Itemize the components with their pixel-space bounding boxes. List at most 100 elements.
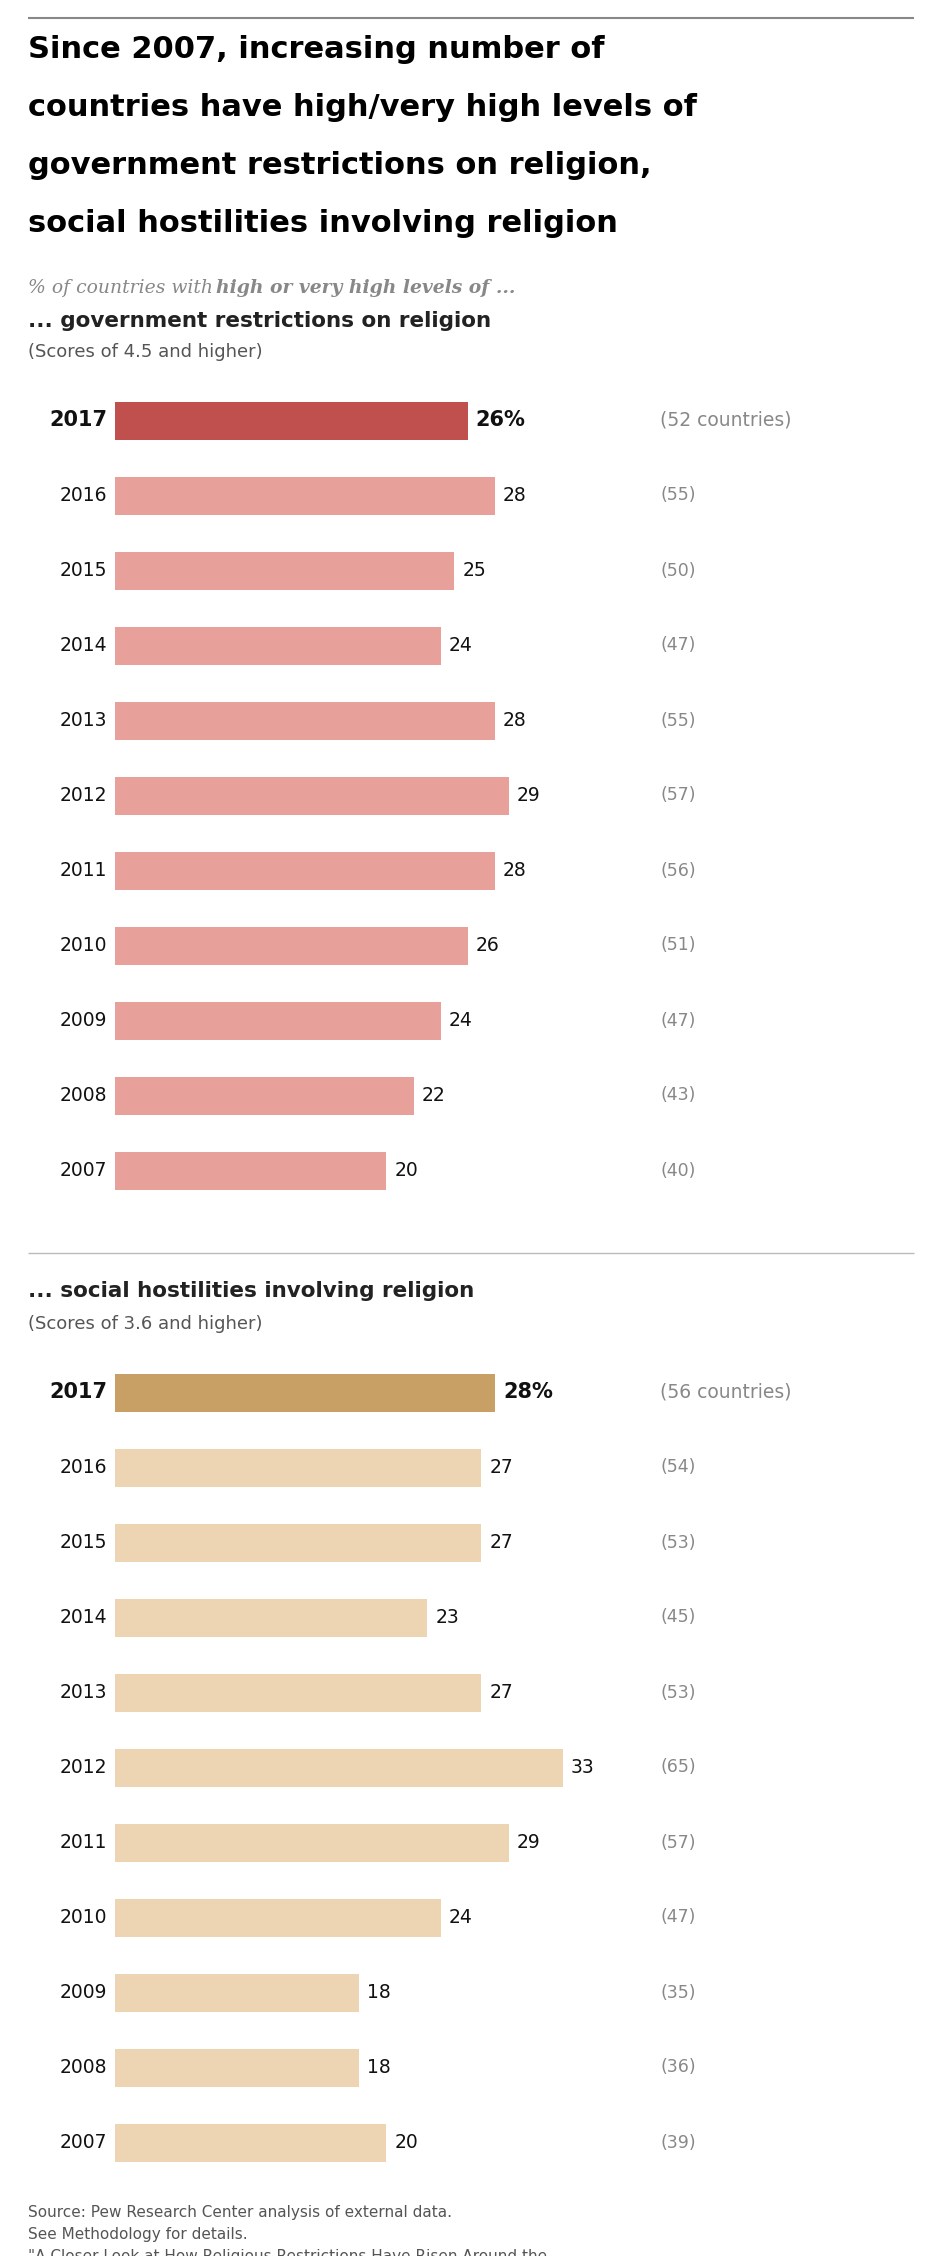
Text: (50): (50) (660, 562, 695, 580)
Bar (115, 1076, 414, 1114)
Text: 2015: 2015 (59, 562, 107, 580)
Text: (56): (56) (660, 862, 695, 880)
Bar (115, 1974, 359, 2012)
Text: 24: 24 (448, 636, 473, 654)
Text: 25: 25 (463, 562, 486, 580)
Text: 18: 18 (367, 2057, 391, 2078)
Text: (36): (36) (660, 2057, 695, 2076)
Text: 22: 22 (422, 1085, 446, 1105)
Text: Since 2007, increasing number of: Since 2007, increasing number of (28, 36, 605, 63)
Text: 2012: 2012 (59, 785, 107, 805)
Text: (65): (65) (660, 1757, 695, 1775)
Bar (115, 476, 495, 514)
Text: 2017: 2017 (49, 411, 107, 431)
Text: 2011: 2011 (59, 1832, 107, 1852)
Bar (115, 702, 495, 740)
Text: 2008: 2008 (59, 1085, 107, 1105)
Bar (115, 1151, 386, 1189)
Text: (57): (57) (660, 787, 695, 805)
Text: 27: 27 (490, 1457, 513, 1478)
Text: 2009: 2009 (59, 1983, 107, 2001)
Text: (51): (51) (660, 936, 695, 954)
Text: (55): (55) (660, 487, 695, 505)
Text: 2016: 2016 (59, 1457, 107, 1478)
Bar (115, 1600, 427, 1636)
Text: 2015: 2015 (59, 1534, 107, 1552)
Text: Source: Pew Research Center analysis of external data.: Source: Pew Research Center analysis of … (28, 2204, 452, 2220)
Bar (115, 851, 495, 889)
Text: (55): (55) (660, 711, 695, 729)
Text: (53): (53) (660, 1683, 695, 1701)
Text: 27: 27 (490, 1683, 513, 1701)
Bar (115, 402, 468, 440)
Text: (57): (57) (660, 1834, 695, 1852)
Text: (47): (47) (660, 1011, 695, 1029)
Text: 2008: 2008 (59, 2057, 107, 2078)
Text: (56 countries): (56 countries) (660, 1383, 791, 1401)
Text: (43): (43) (660, 1087, 695, 1105)
Text: 20: 20 (395, 1162, 418, 1180)
Text: % of countries with: % of countries with (28, 280, 219, 298)
Text: 26: 26 (476, 936, 499, 954)
Text: (Scores of 3.6 and higher): (Scores of 3.6 and higher) (28, 1315, 263, 1333)
Text: 27: 27 (490, 1534, 513, 1552)
Text: 2013: 2013 (59, 711, 107, 731)
Text: 23: 23 (435, 1609, 459, 1627)
Text: government restrictions on religion,: government restrictions on religion, (28, 151, 652, 180)
Text: 2007: 2007 (59, 1162, 107, 1180)
Text: 33: 33 (571, 1757, 594, 1778)
Text: 29: 29 (516, 785, 541, 805)
Text: 28%: 28% (503, 1383, 553, 1403)
Bar (115, 1523, 481, 1561)
Text: (39): (39) (660, 2134, 695, 2152)
Text: 2013: 2013 (59, 1683, 107, 1701)
Text: 2014: 2014 (59, 1609, 107, 1627)
Text: high or very high levels of ...: high or very high levels of ... (216, 280, 515, 298)
Text: ... government restrictions on religion: ... government restrictions on religion (28, 311, 491, 332)
Bar (115, 927, 468, 966)
Text: 2012: 2012 (59, 1757, 107, 1778)
Text: (53): (53) (660, 1534, 695, 1552)
Text: ... social hostilities involving religion: ... social hostilities involving religio… (28, 1281, 474, 1302)
Text: 2016: 2016 (59, 485, 107, 505)
Text: 2017: 2017 (49, 1383, 107, 1403)
Bar (115, 1900, 441, 1936)
Text: 18: 18 (367, 1983, 391, 2001)
Bar (115, 1823, 509, 1861)
Text: (45): (45) (660, 1609, 695, 1627)
Text: (Scores of 4.5 and higher): (Scores of 4.5 and higher) (28, 343, 263, 361)
Bar (115, 1448, 481, 1487)
Text: 2010: 2010 (59, 1909, 107, 1927)
Bar (115, 1674, 481, 1712)
Text: "A Closer Look at How Religious Restrictions Have Risen Around the: "A Closer Look at How Religious Restrict… (28, 2249, 547, 2256)
Text: 28: 28 (503, 711, 527, 731)
Bar (115, 627, 441, 666)
Bar (115, 550, 454, 589)
Text: 24: 24 (448, 1909, 473, 1927)
Bar (115, 2123, 386, 2161)
Bar (115, 1002, 441, 1040)
Text: (52 countries): (52 countries) (660, 411, 791, 431)
Text: 2010: 2010 (59, 936, 107, 954)
Text: 2011: 2011 (59, 862, 107, 880)
Text: (47): (47) (660, 1909, 695, 1927)
Text: (35): (35) (660, 1983, 695, 2001)
Bar (115, 776, 509, 814)
Text: 2009: 2009 (59, 1011, 107, 1031)
Text: (54): (54) (660, 1457, 695, 1475)
Bar (115, 2048, 359, 2087)
Text: 26%: 26% (476, 411, 526, 431)
Text: social hostilities involving religion: social hostilities involving religion (28, 210, 618, 237)
Bar (115, 1374, 495, 1412)
Bar (115, 1748, 563, 1787)
Text: countries have high/very high levels of: countries have high/very high levels of (28, 92, 697, 122)
Text: 28: 28 (503, 862, 527, 880)
Text: 2014: 2014 (59, 636, 107, 654)
Text: 2007: 2007 (59, 2132, 107, 2152)
Text: 29: 29 (516, 1832, 541, 1852)
Text: 24: 24 (448, 1011, 473, 1031)
Text: 28: 28 (503, 485, 527, 505)
Text: (40): (40) (660, 1162, 695, 1180)
Text: See Methodology for details.: See Methodology for details. (28, 2227, 248, 2242)
Text: 20: 20 (395, 2132, 418, 2152)
